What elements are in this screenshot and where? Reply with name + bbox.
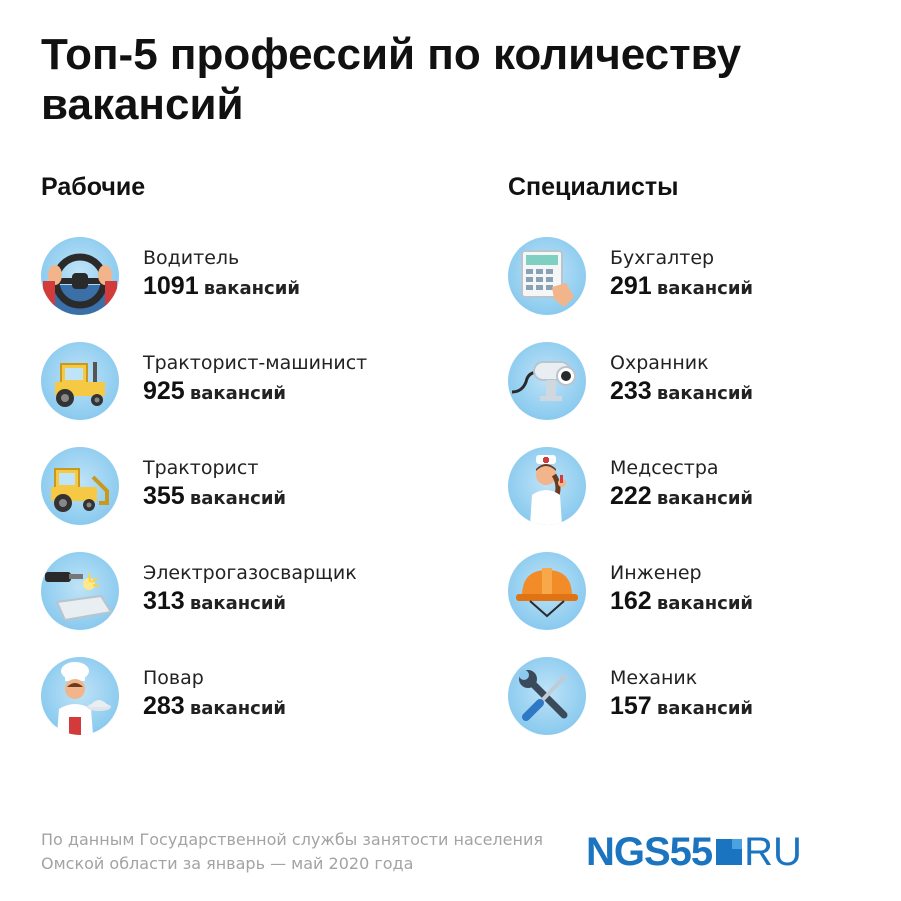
job-title: Охранник <box>610 352 709 374</box>
tractor-icon <box>41 342 119 420</box>
vacancy-unit: вакансий <box>189 698 287 719</box>
vacancy-unit: вакансий <box>189 488 287 509</box>
calculator-icon <box>508 237 586 315</box>
vacancy-unit: вакансий <box>189 593 287 614</box>
column-heading-specialists: Специалисты <box>508 173 679 201</box>
job-title: Инженер <box>610 562 702 584</box>
list-item: Бухгалтер 291 вакансий <box>508 237 901 317</box>
source-footnote: По данным Государственной службы занятос… <box>41 830 543 873</box>
welding-torch-icon <box>41 552 119 630</box>
job-title: Механик <box>610 667 698 689</box>
vacancy-count: 313 <box>143 587 185 615</box>
vacancy-count: 283 <box>143 692 185 720</box>
list-item: Водитель 1091 вакансий <box>41 237 441 317</box>
vacancy-unit: вакансий <box>656 698 754 719</box>
job-title: Бухгалтер <box>610 247 715 269</box>
job-title: Тракторист-машинист <box>143 352 368 374</box>
list-item: Охранник 233 вакансий <box>508 342 901 422</box>
job-title: Повар <box>143 667 204 689</box>
hard-hat-icon <box>508 552 586 630</box>
list-item: Инженер 162 вакансий <box>508 552 901 632</box>
vacancy-count: 162 <box>610 587 652 615</box>
vacancy-count: 291 <box>610 272 652 300</box>
vacancy-unit: вакансий <box>656 383 754 404</box>
page-title: Топ-5 профессий по количеству вакансий <box>41 30 742 129</box>
vacancy-unit: вакансий <box>656 278 754 299</box>
logo-text-right: RU <box>744 830 802 874</box>
logo-square-icon <box>716 839 743 865</box>
vacancy-count: 1091 <box>143 272 199 300</box>
ngs55-logo: NGS55 RU <box>586 830 802 874</box>
job-title: Медсестра <box>610 457 719 479</box>
wrench-screwdriver-icon <box>508 657 586 735</box>
nurse-icon <box>508 447 586 525</box>
vacancy-unit: вакансий <box>203 278 300 299</box>
chef-icon <box>41 657 119 735</box>
list-item: Механик 157 вакансий <box>508 657 901 737</box>
loader-tractor-icon <box>41 447 119 525</box>
vacancy-count: 925 <box>143 377 185 405</box>
vacancy-unit: вакансий <box>656 593 754 614</box>
job-title: Электрогазосварщик <box>143 562 357 584</box>
steering-wheel-icon <box>41 237 119 315</box>
security-camera-icon <box>508 342 586 420</box>
job-title: Тракторист <box>143 457 259 479</box>
list-item: Тракторист-машинист 925 вакансий <box>41 342 441 422</box>
vacancy-count: 233 <box>610 377 652 405</box>
job-title: Водитель <box>143 247 240 269</box>
vacancy-count: 157 <box>610 692 652 720</box>
column-heading-workers: Рабочие <box>41 173 146 201</box>
vacancy-unit: вакансий <box>189 383 287 404</box>
list-item: Тракторист 355 вакансий <box>41 447 441 527</box>
vacancy-unit: вакансий <box>656 488 754 509</box>
vacancy-count: 355 <box>143 482 185 510</box>
list-item: Электрогазосварщик 313 вакансий <box>41 552 441 632</box>
list-item: Медсестра 222 вакансий <box>508 447 901 527</box>
vacancy-count: 222 <box>610 482 652 510</box>
list-item: Повар 283 вакансий <box>41 657 441 737</box>
logo-text-left: NGS55 <box>586 830 713 874</box>
